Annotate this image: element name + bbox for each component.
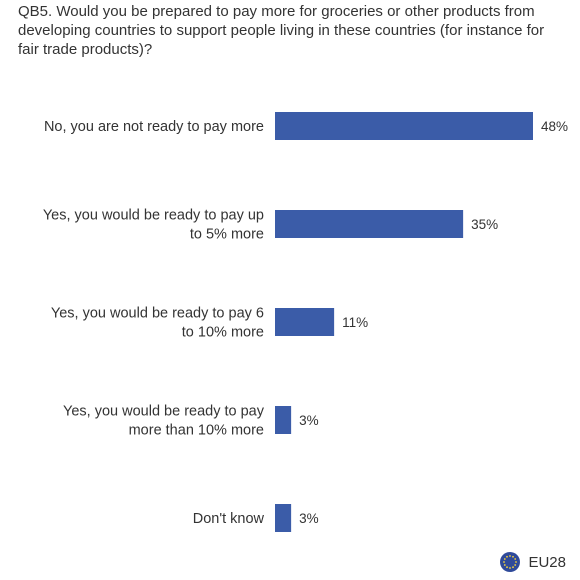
value-label-3: 3% [299,413,319,428]
chart-title: QB5. Would you be prepared to pay more f… [18,3,545,58]
value-label-2: 11% [342,315,368,330]
category-label-2: Yes, you would be ready to pay 6 to 10% m… [51,306,264,341]
legend: EU28 [500,552,566,572]
value-label-4: 3% [299,511,319,526]
category-labels-layer: No, you are not ready to pay more Yes, yo… [43,119,265,527]
bar-4 [275,504,292,532]
bar-0 [275,112,533,140]
value-labels-layer: 48% 35% 11% 3% 3% [299,119,568,526]
eu-flag-icon [500,552,521,572]
bars-layer [275,112,533,532]
category-label-4: Don't know [193,511,265,527]
value-label-1: 35% [471,217,498,232]
category-label-0: No, you are not ready to pay more [44,119,264,135]
category-label-1: Yes, you would be ready to pay up to 5% m… [43,208,264,243]
category-label-3: Yes, you would be ready to pay more than … [63,404,265,439]
bar-3 [275,406,292,434]
bar-1 [275,210,464,238]
bar-2 [275,308,335,336]
value-label-0: 48% [541,119,568,134]
legend-label: EU28 [528,553,566,571]
